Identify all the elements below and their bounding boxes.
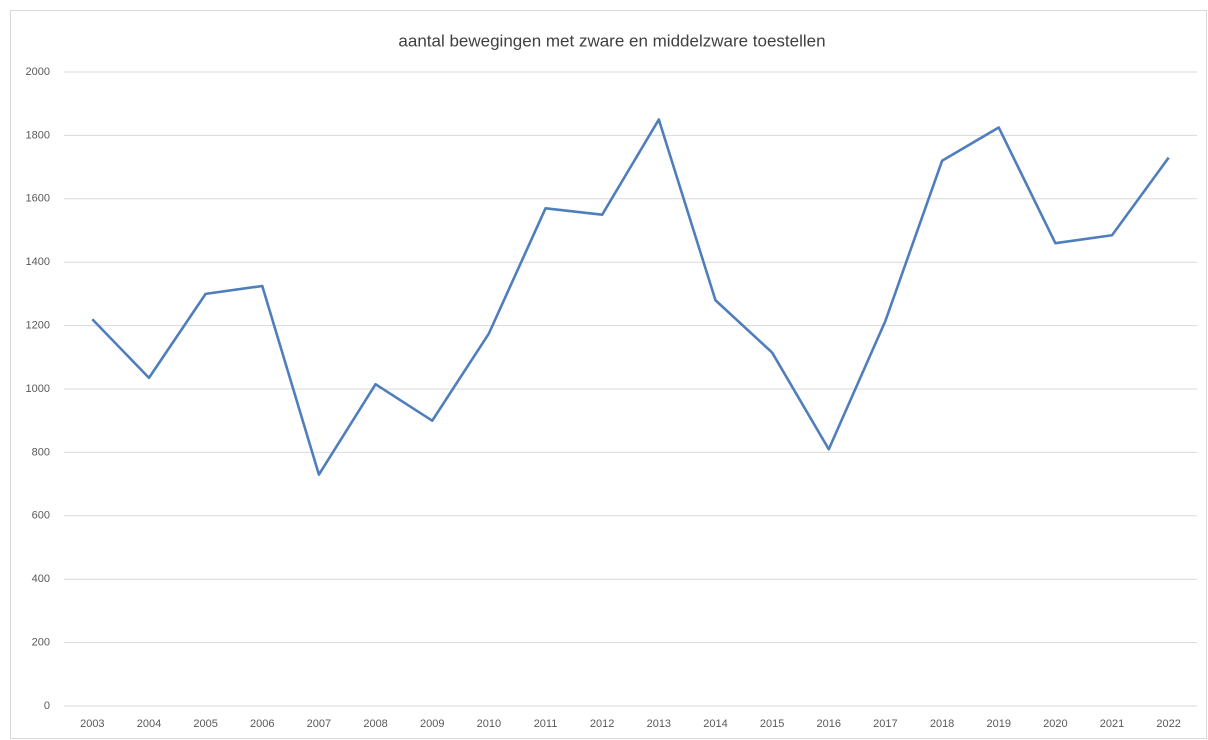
x-tick-label: 2022: [1156, 718, 1180, 730]
data-line: [91, 118, 1170, 476]
x-tick-label: 2011: [534, 718, 558, 730]
x-tick-label: 2017: [873, 718, 897, 730]
x-tick-label: 2009: [420, 718, 444, 730]
y-tick-label: 1600: [26, 193, 50, 205]
y-tick-label: 1400: [26, 256, 50, 268]
x-tick-label: 2018: [930, 718, 954, 730]
x-tick-label: 2012: [590, 718, 614, 730]
y-tick-label: 600: [32, 510, 50, 522]
chart-frame: [10, 10, 1207, 739]
y-tick-label: 1200: [26, 320, 50, 332]
chart-title: aantal bewegingen met zware en middelzwa…: [398, 31, 825, 50]
y-tick-label: 200: [32, 637, 50, 649]
y-tick-label: 1000: [26, 383, 50, 395]
x-tick-label: 2007: [307, 718, 331, 730]
x-tick-label: 2013: [647, 718, 671, 730]
y-tick-label: 2000: [26, 66, 50, 78]
x-tick-label: 2010: [477, 718, 501, 730]
x-tick-label: 2016: [817, 718, 841, 730]
x-tick-label: 2004: [137, 718, 161, 730]
x-tick-label: 2008: [363, 718, 387, 730]
y-tick-label: 800: [32, 446, 50, 458]
y-tick-label: 0: [44, 700, 50, 712]
x-tick-label: 2015: [760, 718, 784, 730]
y-tick-label: 1800: [26, 129, 50, 141]
x-tick-label: 2003: [80, 718, 104, 730]
x-tick-label: 2014: [703, 718, 727, 730]
y-tick-label: 400: [32, 573, 50, 585]
x-tick-label: 2006: [250, 718, 274, 730]
x-tick-label: 2005: [193, 718, 217, 730]
x-tick-label: 2019: [986, 718, 1010, 730]
x-tick-label: 2020: [1043, 718, 1067, 730]
x-tick-label: 2021: [1100, 718, 1124, 730]
